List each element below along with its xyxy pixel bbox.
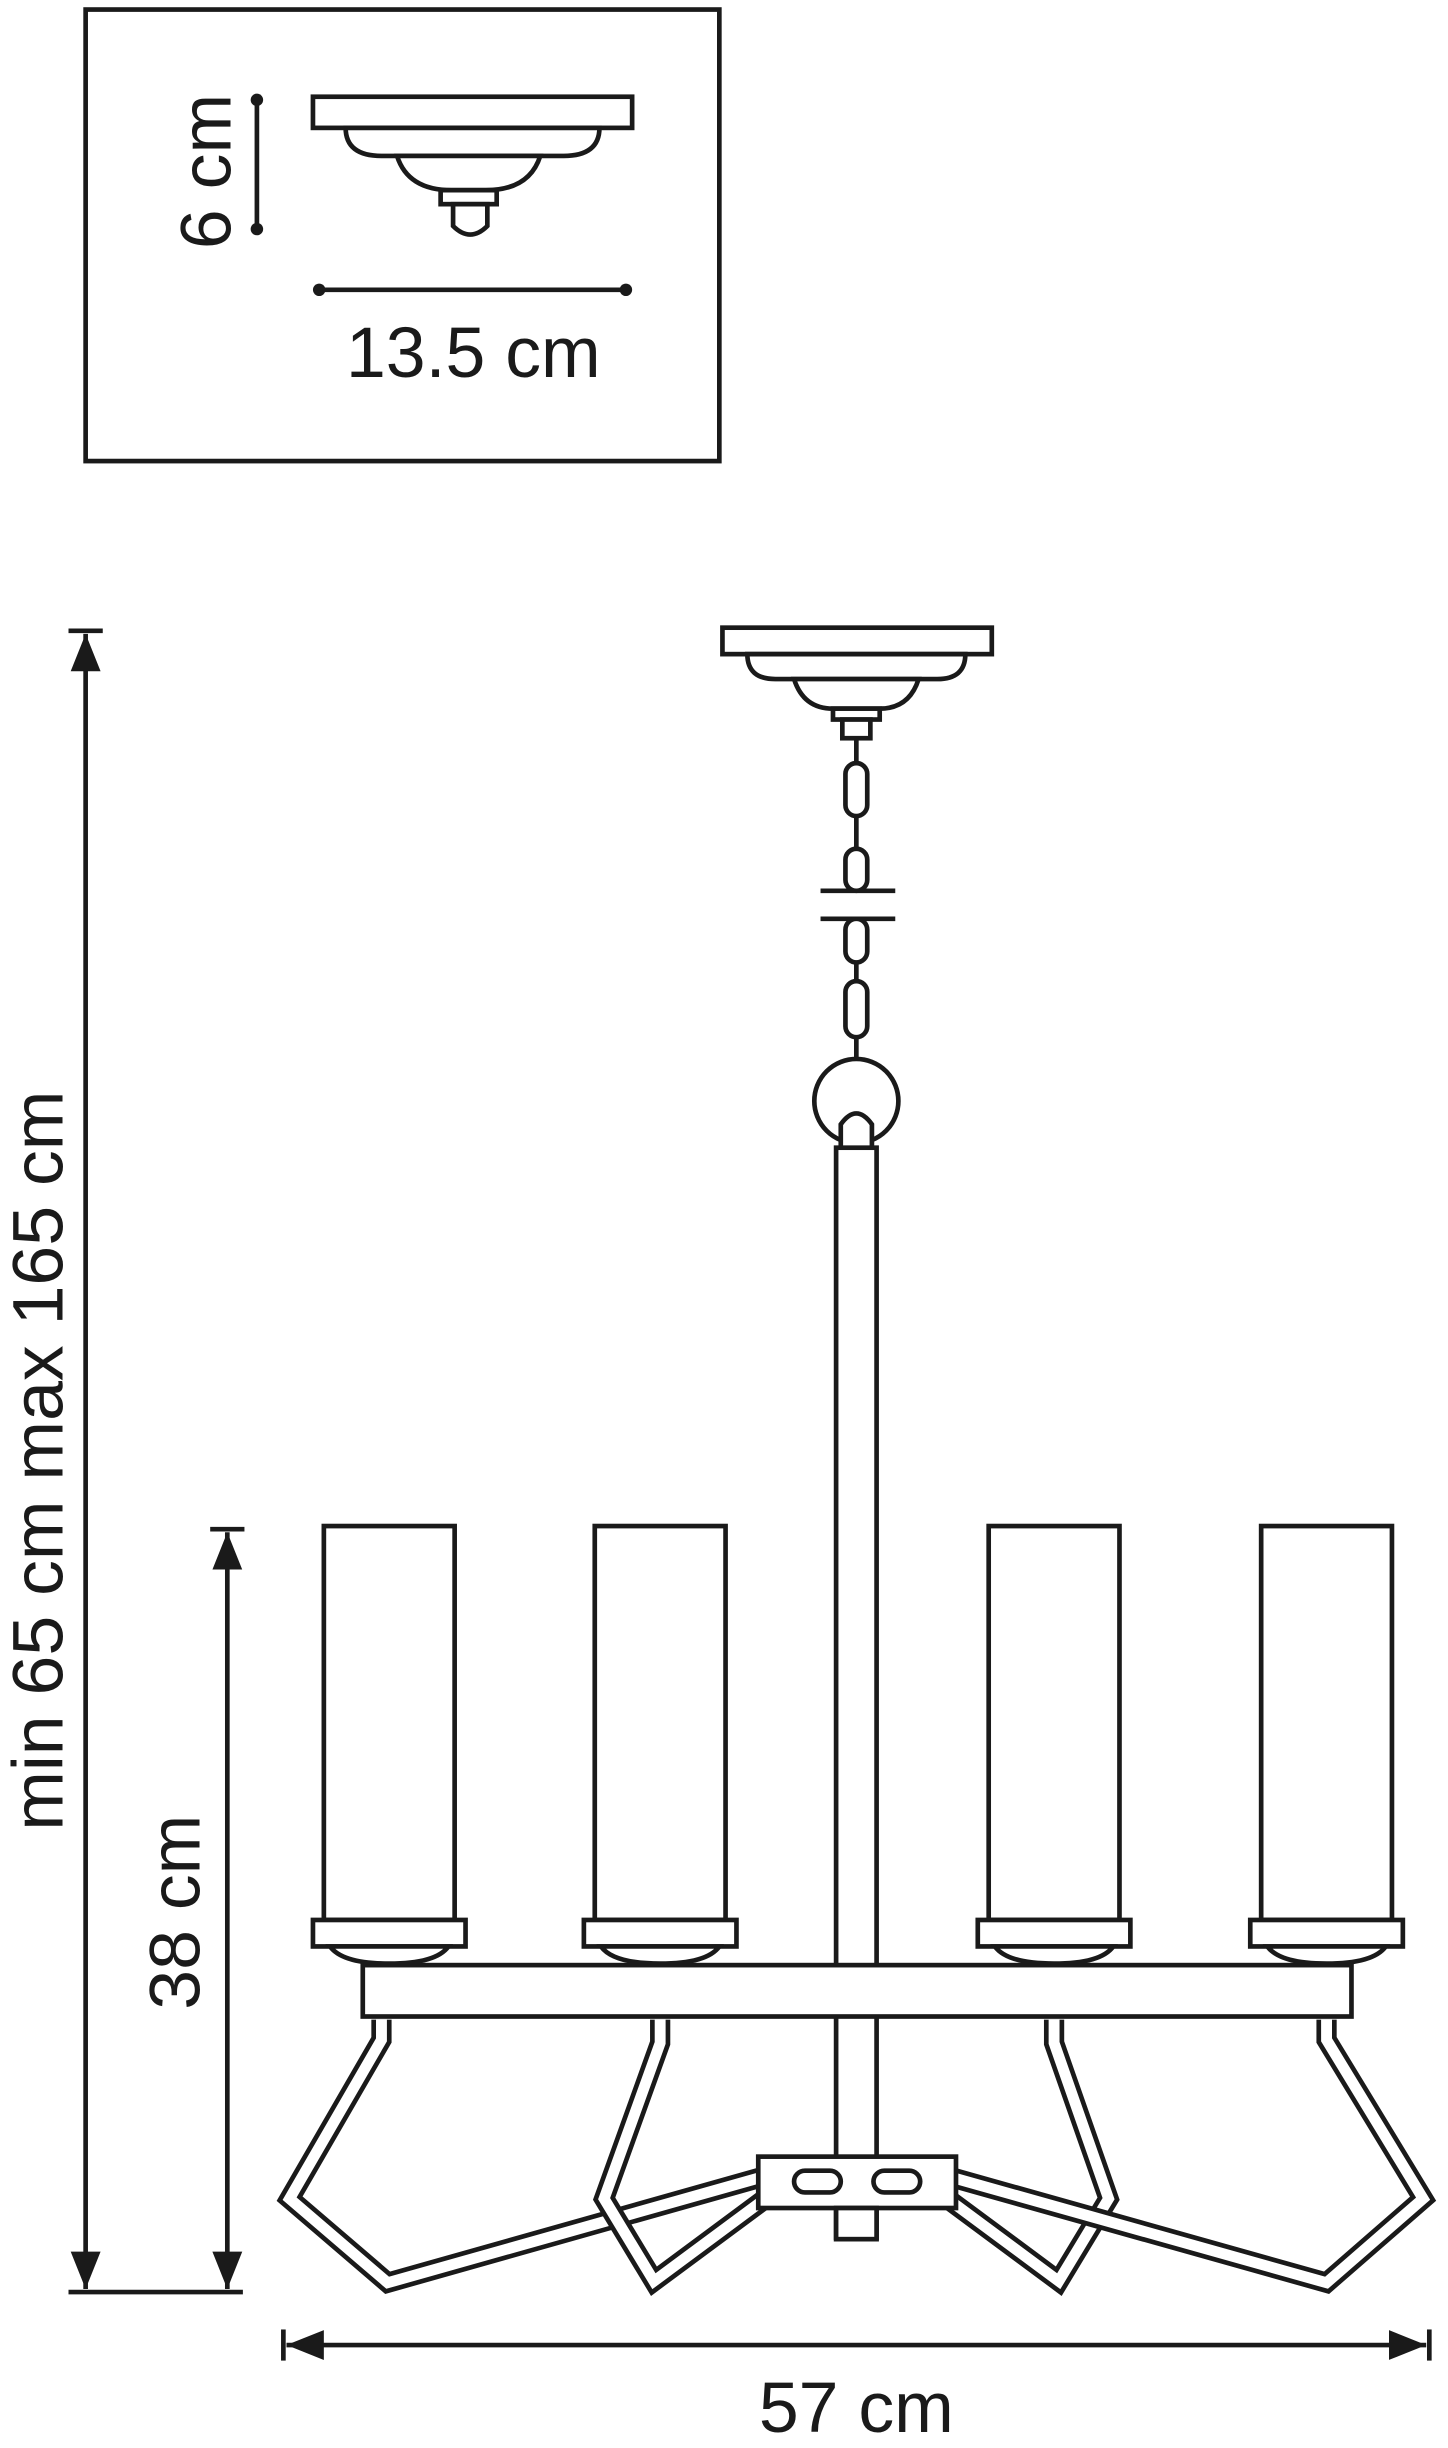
body-height-dimension: 38 cm	[135, 1526, 245, 2289]
inset-height-dimension: 6 cm	[166, 93, 264, 249]
inset-height-label: 6 cm	[166, 94, 246, 249]
chandelier-drawing	[276, 625, 1437, 2296]
inset-width-dimension: 13.5 cm	[312, 283, 633, 393]
total-height-dimension: min 65 cm max 165 cm	[0, 628, 243, 2295]
glass-shades	[310, 1523, 1406, 1966]
width-label: 57 cm	[759, 2368, 954, 2448]
arms	[276, 2019, 1437, 2296]
chain	[820, 738, 896, 1059]
width-dimension: 57 cm	[281, 2329, 1432, 2448]
inset-width-label: 13.5 cm	[346, 313, 601, 393]
body-height-label: 38 cm	[135, 1815, 215, 2010]
canopy-inset: 6 cm 13.5 cm	[83, 7, 722, 464]
total-height-label: min 65 cm max 165 cm	[0, 1091, 78, 1831]
